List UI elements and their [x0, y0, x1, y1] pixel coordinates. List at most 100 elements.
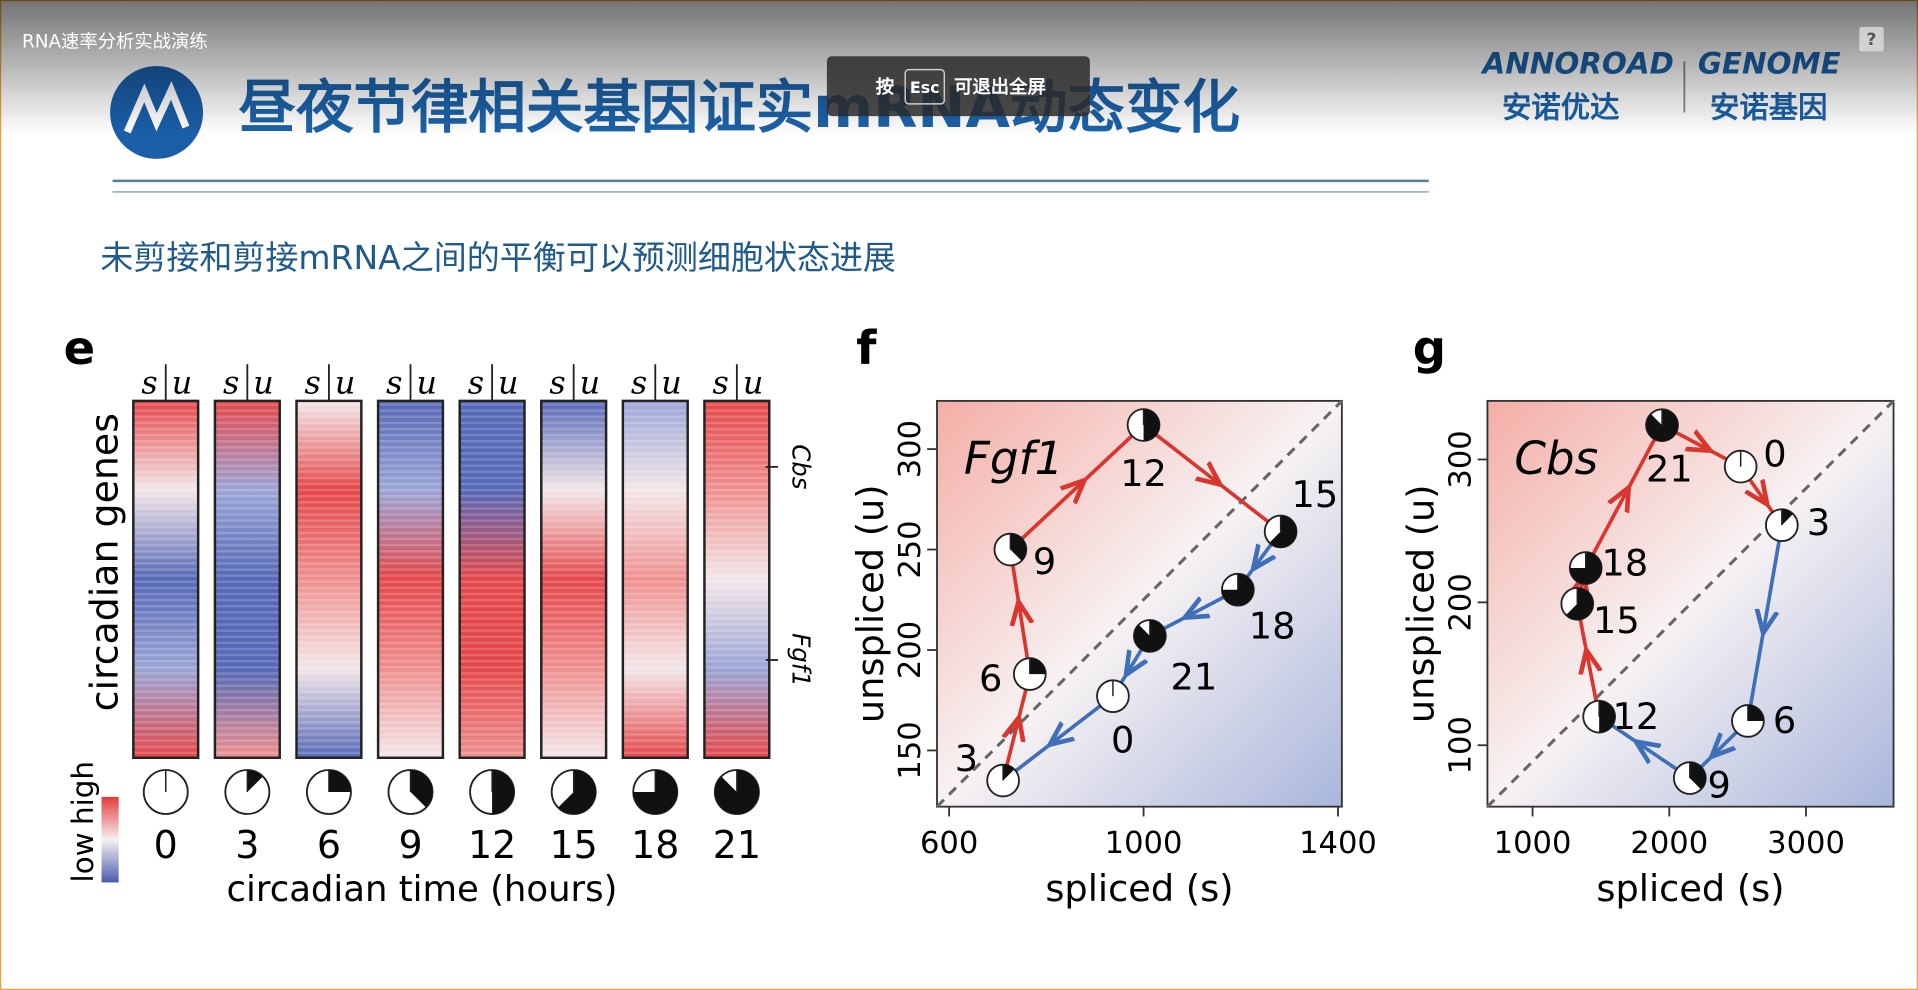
time-label: 12 — [468, 823, 516, 867]
column-label: s — [631, 365, 647, 402]
trajectory-segment — [1584, 424, 1664, 569]
y-tick-label: 250 — [893, 520, 928, 578]
key-box — [904, 68, 946, 105]
y-tick-label: 300 — [1443, 430, 1478, 488]
clock-wedge — [1029, 658, 1046, 675]
column-label: u — [416, 365, 436, 402]
fullscreen-hint — [826, 56, 1090, 117]
x-axis-label: circadian time (hours) — [227, 869, 618, 910]
column-label: s — [141, 365, 157, 402]
time-point — [1012, 657, 1047, 691]
time-point — [1582, 699, 1616, 734]
time-point — [993, 532, 1028, 567]
y-axis-label: unspliced (u) — [1400, 484, 1443, 723]
hint-key: Esc — [910, 78, 940, 97]
time-point — [1133, 619, 1167, 653]
time-point — [1096, 679, 1130, 713]
x-tick-label: 1400 — [1299, 826, 1377, 861]
clock-wedge — [410, 770, 433, 808]
clock-wedge — [1010, 533, 1027, 561]
heatmap-texture — [704, 400, 770, 758]
time-point — [1672, 761, 1707, 795]
column-label: s — [468, 365, 484, 402]
point-label: 12 — [1120, 452, 1167, 495]
point-label: 18 — [1602, 541, 1649, 584]
x-tick-label: 3000 — [1767, 826, 1845, 861]
heatmap-texture — [214, 400, 280, 758]
time-point — [1765, 508, 1799, 542]
x-tick-label: 1000 — [1105, 826, 1183, 861]
slide-subtitle: 未剪接和剪接mRNA之间的平衡可以预测细胞状态进展 — [100, 238, 896, 277]
gene-label: Fgf1 — [787, 633, 816, 687]
panel-label: g — [1413, 321, 1446, 375]
hint-after: 可退出全屏 — [954, 76, 1046, 98]
y-tick-label: 100 — [1443, 716, 1478, 774]
trajectory-segment — [1598, 715, 1691, 780]
panel-label: f — [856, 321, 877, 375]
column-label: s — [712, 365, 728, 402]
point-label: 21 — [1646, 447, 1693, 490]
clock-wedge — [328, 770, 351, 792]
clock-wedge — [1747, 705, 1764, 721]
help-icon[interactable]: ? — [1867, 30, 1877, 50]
panel-label: e — [64, 321, 96, 375]
point-label: 6 — [1773, 699, 1796, 742]
y-tick-label: 300 — [893, 420, 928, 478]
point-label: 18 — [1249, 605, 1296, 648]
help-button[interactable] — [1859, 26, 1884, 52]
heatmap-texture — [378, 400, 443, 758]
x-tick-label: 600 — [920, 826, 978, 861]
gene-annotation: Fgf1 — [964, 432, 1063, 485]
color-legend — [101, 796, 119, 883]
trajectory-segment — [1008, 549, 1029, 675]
point-label: 9 — [1033, 540, 1056, 583]
time-label: 3 — [235, 823, 259, 867]
x-axis-label: spliced (s) — [1045, 867, 1233, 910]
legend-high: high — [66, 761, 100, 825]
trajectory-segment — [1746, 524, 1784, 722]
point-label: 9 — [1707, 764, 1730, 807]
time-label: 6 — [317, 823, 341, 867]
clock-wedge — [1003, 764, 1015, 781]
x-axis-label: spliced (s) — [1596, 867, 1784, 910]
heatmap-texture — [622, 400, 688, 758]
y-axis-label: circadian genes — [82, 413, 126, 711]
clock-wedge — [1689, 762, 1706, 790]
clock-wedge — [1143, 409, 1160, 441]
y-tick-label: 200 — [1443, 573, 1478, 631]
heatmap-texture — [133, 400, 199, 758]
trajectory-segment — [1001, 673, 1032, 781]
column-label: u — [172, 365, 192, 402]
clock-wedge — [558, 770, 596, 814]
trajectory-segment — [1142, 423, 1282, 533]
trajectory-segment — [1009, 423, 1145, 551]
column-label: u — [743, 365, 763, 402]
time-point — [1731, 704, 1765, 738]
clock-wedge — [1566, 587, 1594, 620]
time-label: 21 — [713, 823, 761, 867]
plot-area — [1486, 399, 1895, 808]
column-label: s — [549, 365, 565, 402]
gene-label: Cbs — [787, 444, 816, 490]
column-label: u — [335, 365, 355, 402]
point-label: 3 — [1807, 501, 1830, 544]
gene-annotation: Cbs — [1514, 432, 1598, 485]
point-label: 15 — [1593, 599, 1640, 642]
trajectory-segment — [1575, 603, 1599, 718]
column-label: s — [223, 365, 239, 402]
time-point — [1221, 572, 1255, 607]
time-point — [1645, 408, 1679, 442]
column-label: u — [580, 365, 600, 402]
column-label: u — [253, 365, 273, 402]
clock-wedge — [247, 770, 263, 792]
time-label: 9 — [398, 823, 422, 867]
trajectory-segment — [1001, 694, 1115, 783]
point-label: 15 — [1292, 473, 1339, 516]
time-point — [1560, 586, 1595, 621]
column-label: s — [305, 365, 321, 402]
point-label: 0 — [1763, 433, 1786, 476]
point-label: 3 — [955, 737, 978, 780]
heatmap-texture — [541, 400, 607, 758]
